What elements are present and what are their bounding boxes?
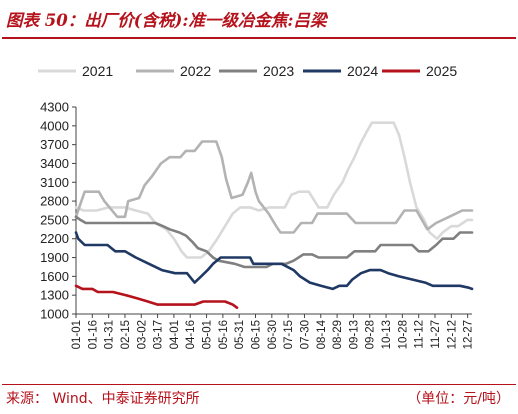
unit-note: （单位：元/吨） xyxy=(407,391,510,407)
x-tick-label: 12-27 xyxy=(463,320,475,349)
x-tick-label: 05-31 xyxy=(234,320,246,349)
x-tick-label: 02-15 xyxy=(120,320,132,349)
x-tick-label: 01-31 xyxy=(104,320,116,349)
source-divider xyxy=(2,384,516,385)
x-tick-label: 09-13 xyxy=(348,320,360,349)
y-tick-label: 3400 xyxy=(40,156,69,171)
x-tick-label: 03-02 xyxy=(136,320,148,349)
legend-label-2024: 2024 xyxy=(347,63,378,79)
x-tick-label: 08-14 xyxy=(316,319,328,349)
x-tick-label: 04-01 xyxy=(169,320,181,349)
x-tick-label: 03-17 xyxy=(153,320,165,349)
series-line-2021 xyxy=(74,121,474,259)
legend-label-2022: 2022 xyxy=(180,63,211,79)
x-tick-label: 09-28 xyxy=(365,320,377,349)
x-tick-label: 10-13 xyxy=(381,320,393,349)
legend-label-2025: 2025 xyxy=(426,63,457,79)
x-tick-label: 08-29 xyxy=(332,320,344,349)
y-tick-label: 1600 xyxy=(40,269,69,284)
x-tick-label: 01-01 xyxy=(71,320,83,349)
x-tick-label: 06-15 xyxy=(251,320,263,349)
y-tick-label: 4300 xyxy=(40,100,69,115)
x-tick-label: 01-16 xyxy=(87,320,99,349)
y-tick-label: 3100 xyxy=(40,175,69,190)
legend-label-2021: 2021 xyxy=(82,63,113,79)
y-tick-label: 3700 xyxy=(40,137,69,152)
y-tick-label: 1900 xyxy=(40,250,69,265)
y-tick-label: 2800 xyxy=(40,194,69,209)
legend-label-2023: 2023 xyxy=(263,63,294,79)
x-tick-label: 04-16 xyxy=(185,320,197,349)
x-tick-label: 07-15 xyxy=(283,320,295,349)
x-tick-label: 12-12 xyxy=(446,320,458,349)
source-note: 来源： Wind、中泰证券研究所 xyxy=(6,391,200,407)
y-tick-label: 2500 xyxy=(40,212,69,227)
series-line-2025 xyxy=(74,284,239,310)
x-tick-label: 10-28 xyxy=(397,320,409,349)
x-tick-label: 05-01 xyxy=(202,320,214,349)
x-tick-label: 06-30 xyxy=(267,320,279,349)
series-line-2024 xyxy=(74,231,474,291)
x-tick-label: 11-27 xyxy=(430,320,442,349)
line-chart: 1000 1300 1600 1900 2200 2500 2800 3100 3400 3700… xyxy=(38,63,475,349)
x-tick-label: 07-30 xyxy=(299,320,311,349)
x-tick-label: 11-12 xyxy=(414,320,426,349)
y-tick-label: 1000 xyxy=(40,307,69,322)
y-tick-label: 4000 xyxy=(40,118,69,133)
y-tick-label: 2200 xyxy=(40,231,69,246)
x-tick-label: 05-16 xyxy=(218,320,230,349)
chart-title: 图表 50：出厂价(含税):准一级冶金焦:吕梁 xyxy=(6,11,327,30)
series-line-2022 xyxy=(74,140,474,234)
y-tick-label: 1300 xyxy=(40,288,69,303)
title-divider xyxy=(2,37,516,39)
